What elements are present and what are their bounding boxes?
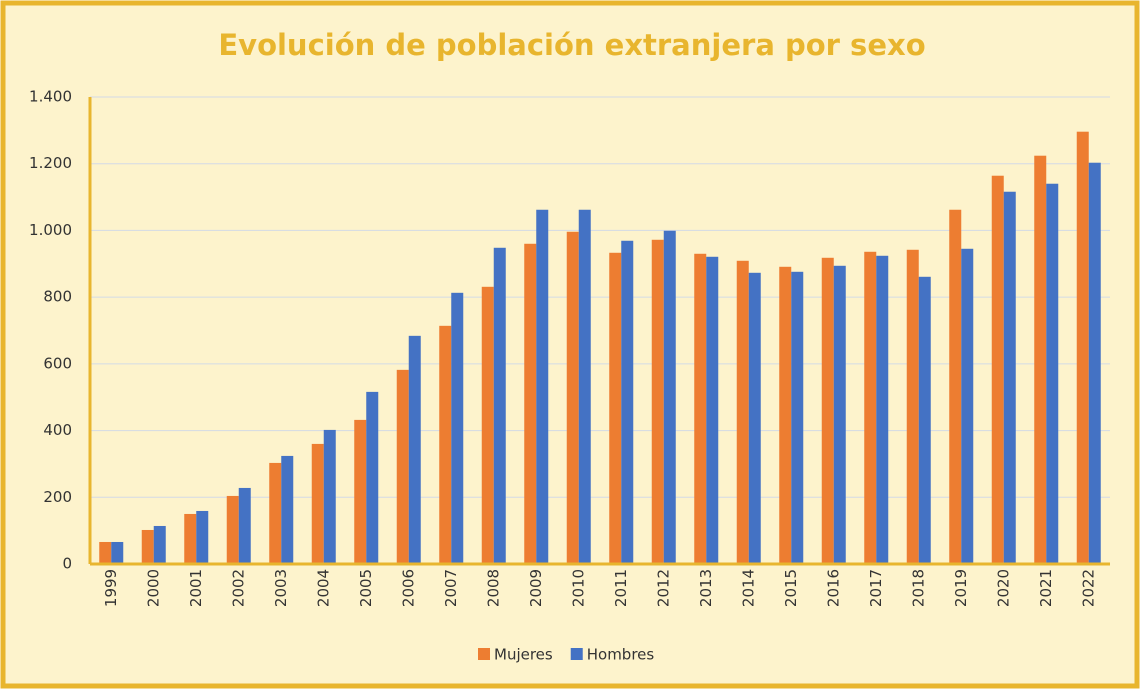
y-tick-label: 1.200	[29, 154, 72, 172]
x-tick-label: 2011	[612, 569, 630, 607]
legend-label: Mujeres	[494, 646, 553, 664]
y-tick-label: 1.000	[29, 221, 72, 239]
x-tick-label: 2009	[527, 569, 545, 607]
bar	[354, 419, 367, 564]
bar	[991, 175, 1004, 565]
x-tick-label: 2008	[484, 569, 502, 607]
x-tick-label: 2012	[654, 569, 672, 607]
bar	[949, 209, 962, 565]
legend-label: Hombres	[587, 646, 655, 664]
bar	[439, 325, 452, 564]
x-tick-label: 2002	[229, 569, 247, 607]
bar	[651, 239, 664, 565]
bar	[694, 253, 707, 564]
bar	[493, 247, 506, 564]
x-tick-label: 2007	[442, 569, 460, 607]
bar	[311, 443, 324, 564]
bar	[876, 255, 889, 564]
bar	[524, 243, 537, 564]
bar	[269, 462, 282, 564]
bar	[1076, 131, 1089, 565]
bar	[748, 272, 761, 564]
bar	[238, 487, 251, 564]
legend-swatch	[478, 648, 490, 660]
x-tick-label: 2020	[994, 569, 1012, 607]
bar	[609, 252, 622, 564]
bar	[396, 369, 409, 564]
bar	[153, 525, 166, 564]
x-tick-label: 2001	[187, 569, 205, 607]
bar	[196, 510, 209, 564]
bar	[779, 266, 792, 564]
x-tick-label: 2014	[739, 569, 757, 607]
x-tick-label: 2018	[909, 569, 927, 607]
bar	[111, 541, 124, 564]
bar	[366, 391, 379, 564]
bar	[481, 286, 494, 564]
bar	[226, 495, 239, 564]
x-tick-label: 2000	[144, 569, 162, 607]
x-tick-label: 2006	[399, 569, 417, 607]
x-tick-label: 2003	[272, 569, 290, 607]
y-tick-label: 400	[43, 421, 72, 439]
bar	[706, 256, 719, 564]
x-tick-label: 2022	[1079, 569, 1097, 607]
x-tick-label: 2013	[697, 569, 715, 607]
bar	[906, 249, 919, 565]
bar	[1034, 155, 1047, 565]
y-tick-label: 600	[43, 354, 72, 372]
x-tick-label: 2021	[1037, 569, 1055, 607]
bar	[1046, 183, 1059, 564]
bar	[918, 276, 931, 564]
x-tick-label: 2010	[569, 569, 587, 607]
bar	[621, 240, 634, 564]
y-tick-label: 200	[43, 488, 72, 506]
x-tick-label: 2019	[952, 569, 970, 607]
x-tick-label: 2004	[314, 569, 332, 607]
bar	[833, 265, 846, 564]
x-tick-label: 2005	[357, 569, 375, 607]
bar	[323, 429, 336, 564]
bar	[566, 231, 579, 564]
x-tick-label: 1999	[102, 569, 120, 607]
y-tick-label: 0	[62, 555, 72, 573]
bar	[281, 455, 294, 564]
legend-swatch	[570, 648, 583, 660]
bar	[961, 248, 974, 564]
bar	[99, 541, 112, 564]
bar	[578, 209, 591, 565]
bar	[1088, 162, 1101, 565]
bar	[184, 513, 197, 564]
bar	[864, 251, 877, 564]
y-tick-label: 800	[43, 288, 72, 306]
bar	[141, 529, 154, 564]
bar	[821, 257, 834, 564]
chart-title: Evolución de población extranjera por se…	[218, 28, 925, 62]
x-tick-label: 2017	[867, 569, 885, 607]
y-tick-label: 1.400	[29, 88, 72, 106]
bar	[536, 209, 549, 565]
bar	[736, 260, 749, 564]
bar	[663, 230, 676, 564]
bar	[408, 335, 421, 564]
bar	[791, 271, 804, 564]
x-tick-label: 2016	[824, 569, 842, 607]
x-tick-label: 2015	[782, 569, 800, 607]
bar	[451, 292, 464, 564]
bar	[1003, 191, 1016, 564]
